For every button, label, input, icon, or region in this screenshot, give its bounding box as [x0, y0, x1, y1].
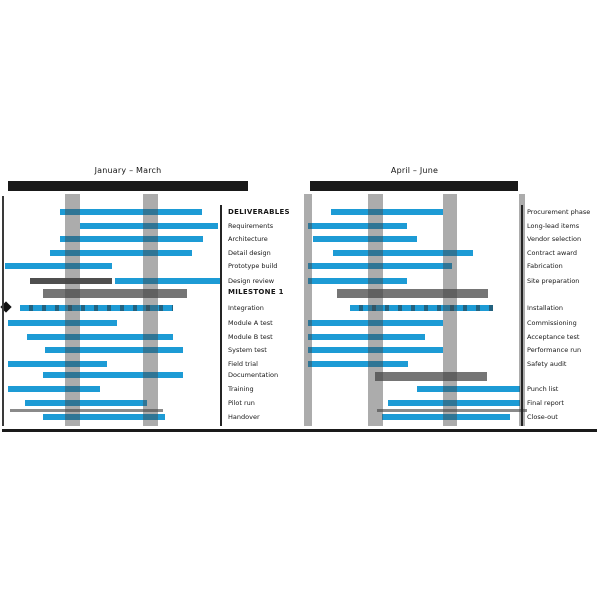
- right-panel-baseline: [377, 409, 527, 412]
- row-label-right-row5: Fabrication: [527, 262, 563, 270]
- task-bar-left-row8: [20, 305, 173, 311]
- bottom-rule: [2, 429, 597, 432]
- task-bar-right-row6: [308, 278, 407, 284]
- left-panel-title: January – March: [94, 166, 162, 175]
- weekend-stripe-right-1: [304, 194, 312, 426]
- task-bar-left-row13: [43, 372, 183, 378]
- task-bar-right-row8: [350, 305, 493, 311]
- left-panel-right-border-line: [220, 205, 222, 426]
- row-label-right-row15: Final report: [527, 399, 564, 407]
- left-panel-header-band: [8, 181, 248, 191]
- task-bar-left-row14: [8, 386, 100, 392]
- task-bar-right-row4: [333, 250, 473, 256]
- row-label-mid-row14: Training: [228, 385, 254, 393]
- row-label-right-row16: Close-out: [527, 413, 558, 421]
- task-bar-right-row7: [337, 289, 488, 298]
- row-label-mid-row6: Design review: [228, 277, 275, 285]
- row-label-right-row4: Contract award: [527, 249, 577, 257]
- row-label-right-row12: Safety audit: [527, 360, 567, 368]
- row-label-mid-row8: Integration: [228, 304, 264, 312]
- task-bar-left-row15: [25, 400, 147, 406]
- row-label-mid-row16: Handover: [228, 413, 260, 421]
- task-bar-left-row11: [45, 347, 183, 353]
- task-bar-left-row12: [8, 361, 107, 367]
- row-label-mid-row13: Documentation: [228, 371, 279, 379]
- task-bar-right-row9: [308, 320, 443, 326]
- task-bar-right-row15: [388, 400, 520, 406]
- weekend-stripe-right-2: [368, 194, 383, 426]
- task-bar-left-row4: [50, 250, 192, 256]
- task-bar-left-row3: [60, 236, 203, 242]
- right-panel-right-border-line: [521, 205, 523, 426]
- weekend-stripe-left-2: [143, 194, 158, 426]
- task-bar-right-row11: [308, 347, 443, 353]
- row-label-mid-row1: DELIVERABLES: [228, 208, 290, 216]
- left-panel-axis-line: [2, 196, 4, 426]
- row-label-mid-row12: Field trial: [228, 360, 258, 368]
- row-label-right-row2: Long-lead items: [527, 222, 580, 230]
- task-bar-right-row2: [308, 223, 407, 229]
- task-bar-left-row16: [43, 414, 165, 420]
- right-panel-title: April – June: [390, 166, 439, 175]
- task-bar-left-row5: [5, 263, 112, 269]
- row-label-mid-row4: Detail design: [228, 249, 271, 257]
- row-label-mid-row11: System test: [228, 346, 267, 354]
- row-label-mid-row3: Architecture: [228, 235, 268, 243]
- task-bar-left-row7: [43, 289, 187, 298]
- row-label-mid-row10: Module B test: [228, 333, 273, 341]
- row-label-right-row14: Punch list: [527, 385, 559, 393]
- row-label-mid-row5: Prototype build: [228, 262, 278, 270]
- row-label-mid-row2: Requirements: [228, 222, 274, 230]
- right-panel-header-band: [310, 181, 518, 191]
- row-label-right-row10: Acceptance test: [527, 333, 580, 341]
- task-bar-right-row10: [308, 334, 425, 340]
- task-bar-left-row1: [60, 209, 202, 215]
- row-label-right-row1: Procurement phase: [527, 208, 591, 216]
- task-bar-right-row3: [313, 236, 417, 242]
- task-bar-right-row16: [382, 414, 510, 420]
- row-label-mid-row7: MILESTONE 1: [228, 288, 284, 296]
- task-bar-left-row10: [27, 334, 173, 340]
- row-label-mid-row15: Pilot run: [228, 399, 255, 407]
- task-bar-left-row2: [80, 223, 218, 229]
- weekend-stripe-left-1: [65, 194, 80, 426]
- row-label-right-row3: Vendor selection: [527, 235, 582, 243]
- task-bar-right-row14: [417, 386, 520, 392]
- task-bar-right-row5: [308, 263, 452, 269]
- row-label-right-row11: Performance run: [527, 346, 582, 354]
- weekend-stripe-right-3: [443, 194, 457, 426]
- task-bar-right-row12: [308, 361, 408, 367]
- row-label-right-row9: Commissioning: [527, 319, 577, 327]
- gray-bar-left-row6: [30, 278, 112, 284]
- row-label-mid-row9: Module A test: [228, 319, 273, 327]
- row-label-right-row8: Installation: [527, 304, 564, 312]
- task-bar-right-row1: [331, 209, 443, 215]
- left-panel-baseline: [10, 409, 163, 412]
- task-bar-right-row13: [375, 372, 487, 381]
- row-label-right-row6: Site preparation: [527, 277, 580, 285]
- task-bar-left-row9: [8, 320, 117, 326]
- task-bar-left-row6: [115, 278, 220, 284]
